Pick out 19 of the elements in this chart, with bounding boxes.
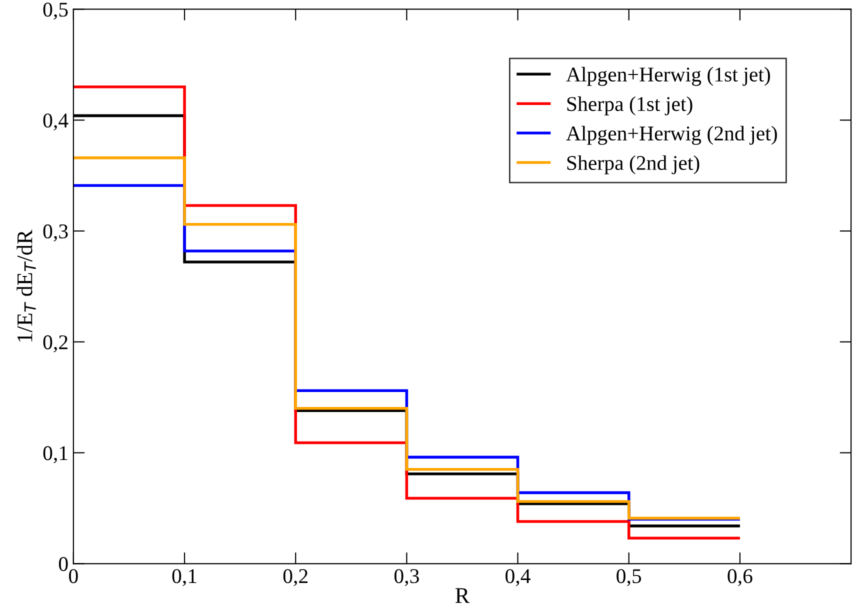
legend-label: Sherpa (1st jet): [567, 96, 692, 116]
y-tick-label: 0,1: [43, 446, 68, 464]
x-tick-label: 0: [69, 569, 78, 584]
y-tick-label: 0,4: [43, 113, 68, 131]
y-tick-label: 0,5: [43, 2, 68, 20]
y-tick-label: 0,3: [43, 224, 68, 242]
y-tick-label: 0,2: [43, 335, 68, 352]
x-tick-label: 0,6: [728, 569, 752, 586]
legend-label: Alpgen+Herwig (2nd jet): [566, 126, 777, 145]
x-tick-label: 0,3: [394, 569, 419, 586]
legend-label: Sherpa (2nd jet): [567, 155, 700, 174]
x-tick-label: 0,2: [283, 569, 308, 586]
y-tick-label: 0: [58, 557, 68, 572]
x-tick-label: 0,4: [506, 569, 530, 586]
x-tick-label: 0,1: [172, 569, 196, 586]
x-tick-label: 0,5: [616, 569, 642, 586]
x-axis-title: R: [455, 588, 470, 603]
y-axis-title: 1/E$_{T}$ dE$_{T}$/dR: [16, 230, 36, 342]
legend-label: Alpgen+Herwig (1st jet): [566, 66, 770, 86]
